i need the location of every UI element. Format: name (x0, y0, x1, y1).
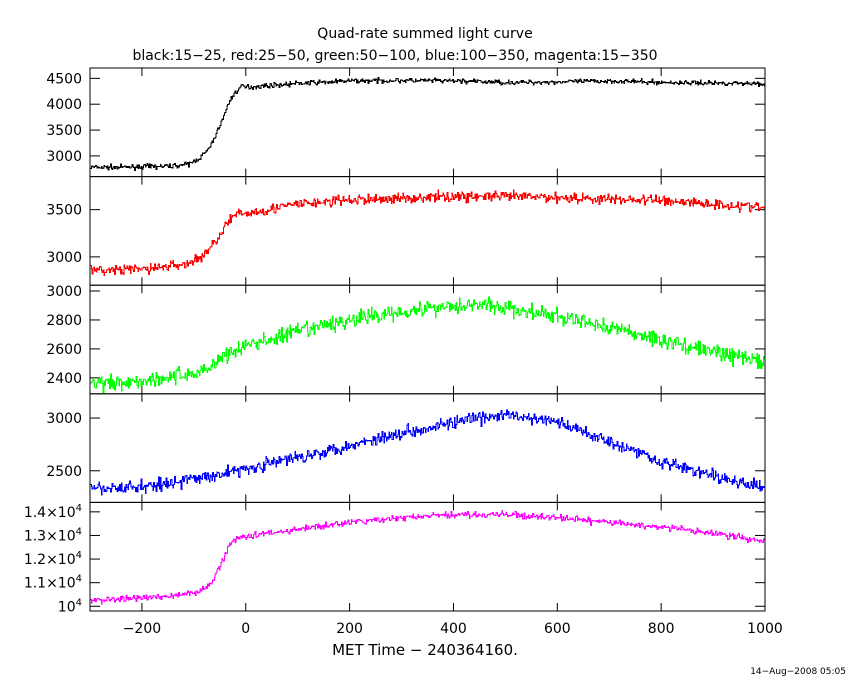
x-axis: −200 0 200 400 600 800 1000 (123, 621, 783, 637)
series-line-blue (90, 409, 766, 496)
panels-group: 3000 3500 4000 4500 3000 3500 2400 2600 2800 3000… (24, 67, 766, 615)
xtick-label: 600 (544, 621, 571, 637)
series-line-green (90, 296, 765, 394)
panel-magenta: 104 1.1×104 1.2×104 1.3×104 1.4×104 (24, 501, 766, 615)
series-line-red (90, 189, 765, 277)
ytick-label-blue: 2500 (46, 464, 82, 480)
ytick-label-green: 2400 (46, 371, 82, 387)
ytick-label-magenta: 1.3×104 (24, 526, 82, 544)
xtick-label: 400 (440, 621, 467, 637)
panel-black: 3000 3500 4000 4500 (46, 67, 766, 178)
chart-subtitle: black:15−25, red:25−50, green:50−100, bl… (132, 48, 657, 64)
ytick-label-magenta: 1.2×104 (24, 550, 82, 568)
xtick-label: 200 (336, 621, 363, 637)
series-line-black (90, 76, 765, 171)
xtick-label: 1000 (747, 621, 783, 637)
ytick-label-red: 3000 (46, 250, 82, 266)
xtick-label: 800 (648, 621, 675, 637)
panel-frame-blue (89, 393, 766, 503)
ytick-label-black: 4500 (46, 71, 82, 87)
timestamp: 14−Aug−2008 05:05 (750, 667, 846, 677)
ytick-label-red: 3500 (46, 203, 82, 219)
ytick-label-magenta: 1.4×104 (24, 503, 82, 521)
ytick-label-black: 3000 (46, 149, 82, 165)
ytick-label-green: 2800 (46, 313, 82, 329)
panel-frame-magenta (89, 501, 766, 612)
ytick-label-magenta: 1.1×104 (24, 574, 82, 592)
ytick-label-blue: 3000 (46, 411, 82, 427)
panel-frame-red (89, 176, 766, 286)
xtick-label: −200 (123, 621, 161, 637)
chart-title: Quad-rate summed light curve (317, 26, 532, 42)
xtick-label: 0 (241, 621, 250, 637)
ytick-label-green: 2600 (46, 342, 82, 358)
panel-green: 2400 2600 2800 3000 (46, 284, 766, 395)
x-axis-label: MET Time − 240364160. (332, 641, 518, 659)
panel-red: 3000 3500 (46, 176, 766, 286)
ytick-label-magenta: 104 (58, 597, 82, 615)
series-line-magenta (90, 510, 765, 605)
ytick-label-black: 3500 (46, 123, 82, 139)
panel-blue: 2500 3000 (46, 393, 766, 503)
panel-frame-black (89, 67, 766, 178)
ytick-label-green: 3000 (46, 284, 82, 300)
ytick-label-black: 4000 (46, 97, 82, 113)
